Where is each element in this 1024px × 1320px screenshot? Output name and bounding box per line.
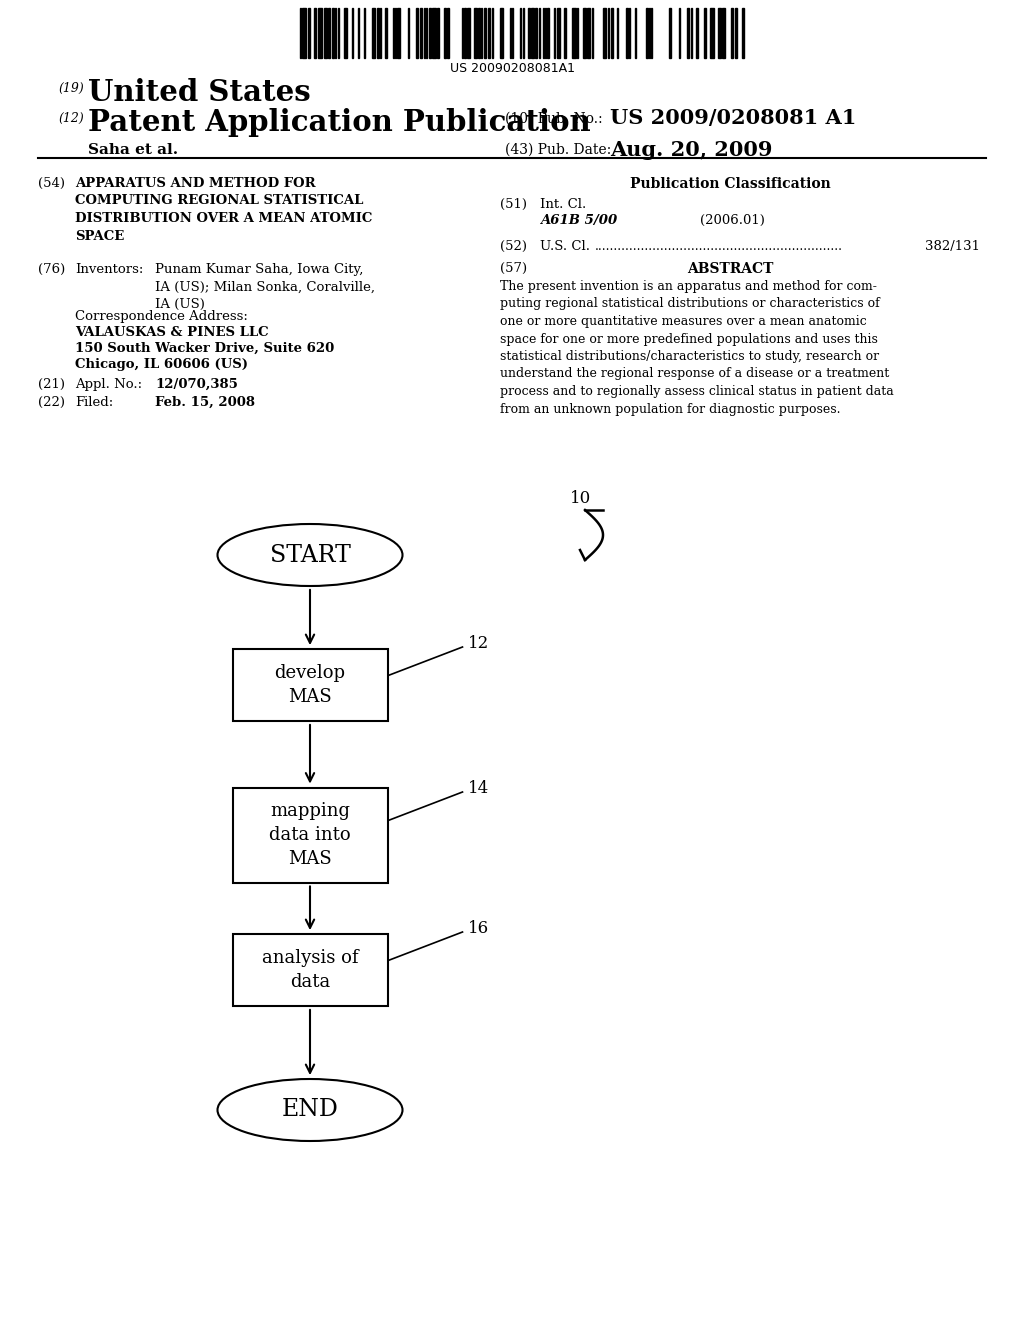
- Bar: [731, 8, 733, 58]
- Text: APPARATUS AND METHOD FOR
COMPUTING REGIONAL STATISTICAL
DISTRIBUTION OVER A MEAN: APPARATUS AND METHOD FOR COMPUTING REGIO…: [75, 177, 373, 243]
- Text: (43) Pub. Date:: (43) Pub. Date:: [505, 143, 611, 157]
- Text: Patent Application Publication: Patent Application Publication: [88, 108, 591, 137]
- Bar: [467, 8, 470, 58]
- Bar: [372, 8, 375, 58]
- Text: 150 South Wacker Drive, Suite 620: 150 South Wacker Drive, Suite 620: [75, 342, 334, 355]
- Bar: [547, 8, 549, 58]
- Bar: [429, 8, 431, 58]
- Bar: [385, 8, 387, 58]
- Bar: [710, 8, 714, 58]
- Text: US 2009/0208081 A1: US 2009/0208081 A1: [610, 108, 856, 128]
- Text: (22): (22): [38, 396, 65, 409]
- Text: Appl. No.:: Appl. No.:: [75, 378, 142, 391]
- Bar: [564, 8, 566, 58]
- Text: Aug. 20, 2009: Aug. 20, 2009: [610, 140, 772, 160]
- Text: 382/131: 382/131: [925, 240, 980, 253]
- Bar: [464, 8, 466, 58]
- Text: (21): (21): [38, 378, 65, 391]
- Text: (51): (51): [500, 198, 527, 211]
- Bar: [500, 8, 503, 58]
- Text: END: END: [282, 1098, 339, 1122]
- Text: Saha et al.: Saha et al.: [88, 143, 178, 157]
- Text: Int. Cl.: Int. Cl.: [540, 198, 587, 211]
- Bar: [742, 8, 744, 58]
- Text: 12: 12: [468, 635, 488, 652]
- Bar: [705, 8, 706, 58]
- Bar: [687, 8, 689, 58]
- Text: (10) Pub. No.:: (10) Pub. No.:: [505, 112, 603, 125]
- Bar: [397, 8, 400, 58]
- Bar: [447, 8, 449, 58]
- Text: Correspondence Address:: Correspondence Address:: [75, 310, 248, 323]
- Bar: [646, 8, 648, 58]
- Bar: [444, 8, 446, 58]
- Text: U.S. Cl.: U.S. Cl.: [540, 240, 590, 253]
- Text: Publication Classification: Publication Classification: [630, 177, 830, 191]
- Bar: [437, 8, 439, 58]
- Bar: [722, 8, 725, 58]
- Text: Feb. 15, 2008: Feb. 15, 2008: [155, 396, 255, 409]
- Text: 10: 10: [570, 490, 591, 507]
- Bar: [626, 8, 628, 58]
- Bar: [488, 8, 490, 58]
- Bar: [324, 8, 327, 58]
- Text: VALAUSKAS & PINES LLC: VALAUSKAS & PINES LLC: [75, 326, 268, 339]
- Bar: [735, 8, 737, 58]
- Text: Filed:: Filed:: [75, 396, 114, 409]
- Bar: [718, 8, 721, 58]
- Bar: [420, 8, 422, 58]
- Bar: [583, 8, 586, 58]
- Bar: [557, 8, 560, 58]
- Bar: [332, 8, 334, 58]
- Text: analysis of
data: analysis of data: [262, 949, 358, 991]
- Text: ................................................................: ........................................…: [595, 240, 843, 253]
- Bar: [328, 8, 330, 58]
- Text: 16: 16: [468, 920, 488, 937]
- Text: (2006.01): (2006.01): [700, 214, 765, 227]
- Text: Chicago, IL 60606 (US): Chicago, IL 60606 (US): [75, 358, 248, 371]
- Text: The present invention is an apparatus and method for com-
puting regional statis: The present invention is an apparatus an…: [500, 280, 894, 416]
- Bar: [232, 649, 387, 721]
- Bar: [478, 8, 480, 58]
- Bar: [528, 8, 530, 58]
- Text: (52): (52): [500, 240, 527, 253]
- Bar: [535, 8, 537, 58]
- Text: US 20090208081A1: US 20090208081A1: [450, 62, 574, 75]
- Bar: [432, 8, 436, 58]
- Text: develop
MAS: develop MAS: [274, 664, 345, 706]
- Text: mapping
data into
MAS: mapping data into MAS: [269, 803, 351, 867]
- Bar: [318, 8, 322, 58]
- Text: A61B 5/00: A61B 5/00: [540, 214, 617, 227]
- Bar: [587, 8, 590, 58]
- Bar: [302, 8, 306, 58]
- Text: United States: United States: [88, 78, 310, 107]
- Bar: [344, 8, 347, 58]
- Bar: [696, 8, 698, 58]
- Bar: [232, 788, 387, 883]
- Bar: [314, 8, 316, 58]
- Text: (57): (57): [500, 261, 527, 275]
- Text: (76): (76): [38, 263, 66, 276]
- Bar: [377, 8, 379, 58]
- Text: Punam Kumar Saha, Iowa City,
IA (US); Milan Sonka, Coralville,
IA (US): Punam Kumar Saha, Iowa City, IA (US); Mi…: [155, 263, 375, 312]
- Bar: [531, 8, 534, 58]
- Bar: [611, 8, 613, 58]
- Text: ABSTRACT: ABSTRACT: [687, 261, 773, 276]
- Text: (12): (12): [58, 112, 84, 125]
- Bar: [308, 8, 310, 58]
- Text: START: START: [269, 544, 350, 566]
- Bar: [416, 8, 418, 58]
- Text: (54): (54): [38, 177, 65, 190]
- Text: Inventors:: Inventors:: [75, 263, 143, 276]
- Text: 12/070,385: 12/070,385: [155, 378, 238, 391]
- Bar: [474, 8, 477, 58]
- Text: 14: 14: [468, 780, 488, 797]
- Bar: [484, 8, 486, 58]
- Bar: [232, 935, 387, 1006]
- Bar: [572, 8, 575, 58]
- Bar: [603, 8, 606, 58]
- Bar: [669, 8, 671, 58]
- Text: (19): (19): [58, 82, 84, 95]
